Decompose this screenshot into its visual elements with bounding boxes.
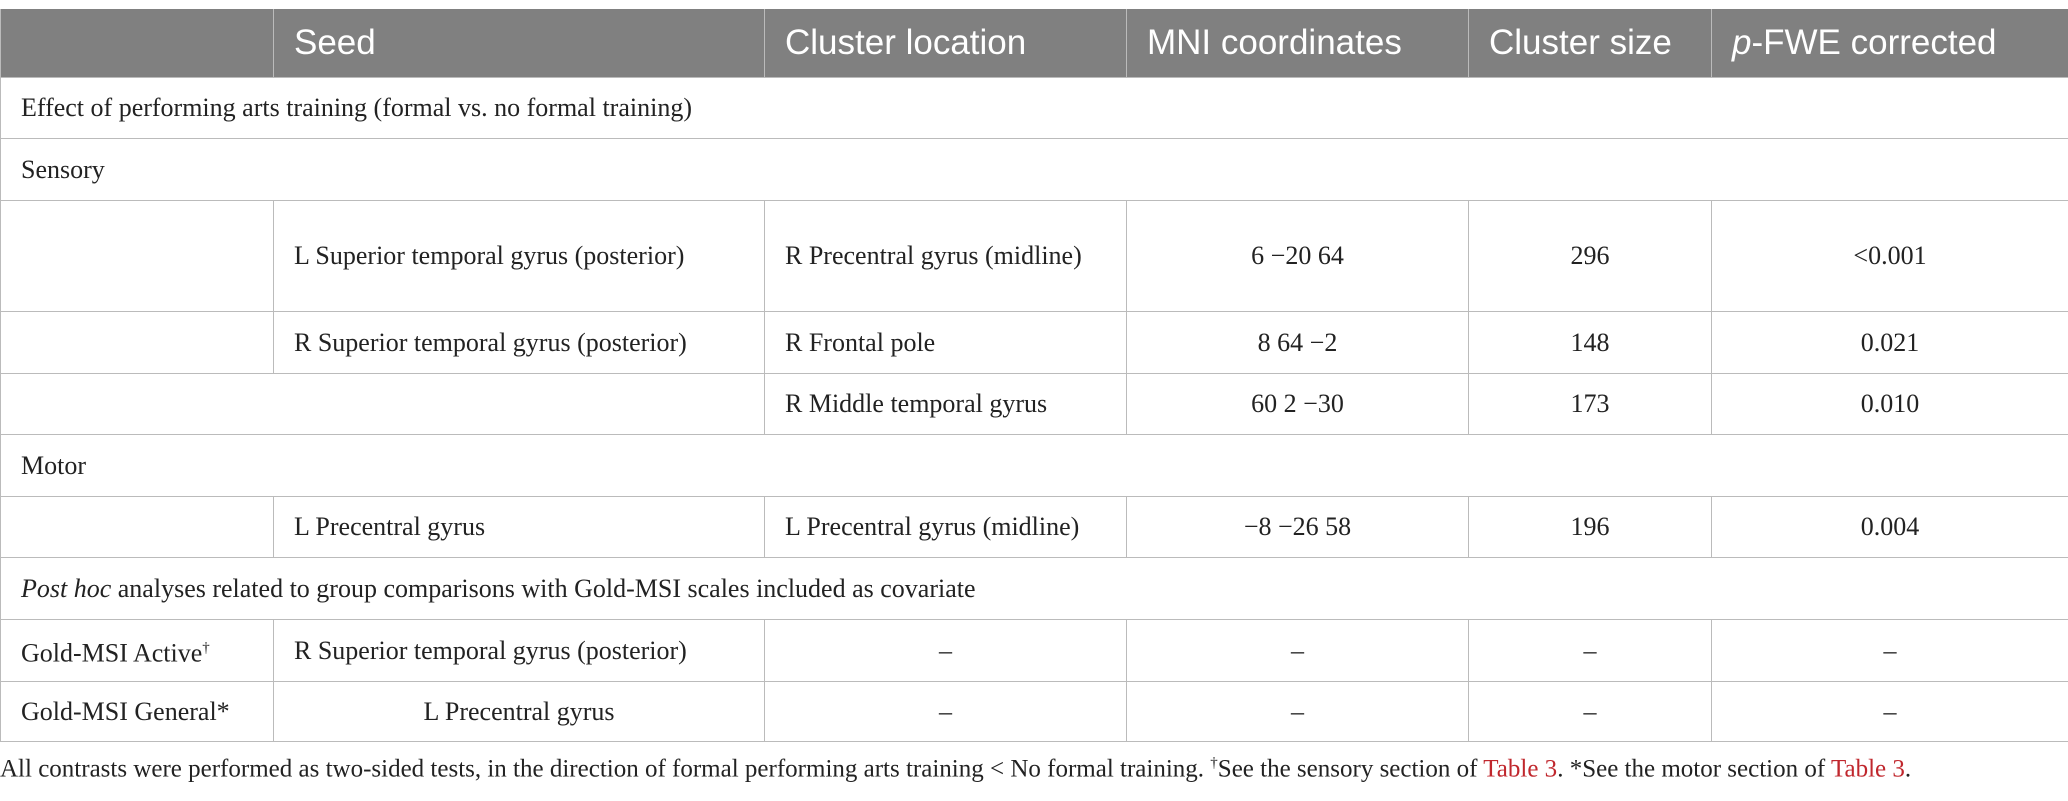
mni-cell: – bbox=[1126, 681, 1469, 742]
seed-cell: L Superior temporal gyrus (posterior) bbox=[273, 200, 765, 312]
label-cell: Gold-MSI General* bbox=[0, 681, 274, 742]
p-cell: 0.010 bbox=[1711, 373, 2068, 435]
blank-cell bbox=[0, 373, 765, 435]
section-cell: Motor bbox=[0, 434, 2068, 497]
table-body: Effect of performing arts training (form… bbox=[0, 77, 2068, 742]
seed-cell: L Precentral gyrus bbox=[273, 681, 765, 742]
blank-cell bbox=[0, 311, 274, 374]
section-text: Motor bbox=[21, 450, 86, 480]
table-row: L Superior temporal gyrus (posterior) R P… bbox=[0, 200, 2068, 312]
table-row: Effect of performing arts training (form… bbox=[0, 77, 2068, 139]
mni-cell: 6 −20 64 bbox=[1126, 200, 1469, 312]
table-row: L Precentral gyrus L Precentral gyrus (mi… bbox=[0, 496, 2068, 558]
table-wrap: Seed Cluster location MNI coordinates Clust… bbox=[0, 9, 2068, 742]
footnote-text: . bbox=[1904, 755, 1912, 783]
header-cell: Seed bbox=[273, 9, 765, 78]
table-row: Motor bbox=[0, 434, 2068, 497]
header-cell: Cluster location bbox=[764, 9, 1127, 78]
header-row: Seed Cluster location MNI coordinates Clust… bbox=[0, 9, 2068, 78]
table-row: Sensory bbox=[0, 138, 2068, 201]
label-text: Gold-MSI General* bbox=[21, 696, 230, 726]
header-cell bbox=[0, 9, 274, 78]
size-cell: 296 bbox=[1468, 200, 1712, 312]
label-mark: † bbox=[202, 639, 210, 656]
section-text: analyses related to group comparisons wi… bbox=[111, 573, 976, 603]
blank-cell bbox=[0, 496, 274, 558]
size-cell: – bbox=[1468, 681, 1712, 742]
size-cell: 173 bbox=[1468, 373, 1712, 435]
mni-cell: – bbox=[1126, 619, 1469, 682]
header-text: -FWE corrected bbox=[1751, 23, 1997, 62]
location-cell: – bbox=[764, 681, 1127, 742]
p-cell: 0.004 bbox=[1711, 496, 2068, 558]
location-cell: R Middle temporal gyrus bbox=[764, 373, 1127, 435]
location-cell: R Precentral gyrus (midline) bbox=[764, 200, 1127, 312]
section-text: Sensory bbox=[21, 154, 105, 184]
section-cell: Effect of performing arts training (form… bbox=[0, 77, 2068, 139]
size-cell: – bbox=[1468, 619, 1712, 682]
blank-cell bbox=[0, 200, 274, 312]
label-text: Gold-MSI Active bbox=[21, 638, 203, 668]
label-cell: Gold-MSI Active† bbox=[0, 619, 274, 682]
p-cell: – bbox=[1711, 619, 2068, 682]
size-cell: 196 bbox=[1468, 496, 1712, 558]
table-row: R Middle temporal gyrus 60 2 −30 173 0.010 bbox=[0, 373, 2068, 435]
header-cell: p-FWE corrected bbox=[1711, 9, 2068, 78]
table-row: R Superior temporal gyrus (posterior) R F… bbox=[0, 311, 2068, 374]
table-row: Post hoc analyses related to group compa… bbox=[0, 557, 2068, 620]
location-cell: R Frontal pole bbox=[764, 311, 1127, 374]
p-cell: – bbox=[1711, 681, 2068, 742]
footnote-mark: * bbox=[1569, 755, 1583, 783]
section-text: Effect of performing arts training (form… bbox=[21, 93, 692, 122]
table-link: Table 3 bbox=[1483, 755, 1558, 783]
seed-cell: R Superior temporal gyrus (posterior) bbox=[273, 311, 765, 374]
table-row: Gold-MSI Active† R Superior temporal gyru… bbox=[0, 619, 2068, 682]
footnote-text: See the sensory section of bbox=[1217, 755, 1484, 783]
section-cell: Sensory bbox=[0, 138, 2068, 201]
section-cell: Post hoc analyses related to group compa… bbox=[0, 557, 2068, 620]
p-cell: <0.001 bbox=[1711, 200, 2068, 312]
footnote: All contrasts were performed as two-side… bbox=[0, 755, 2068, 783]
footnote-text: See the motor section of bbox=[1582, 755, 1831, 783]
p-cell: 0.021 bbox=[1711, 311, 2068, 374]
mni-cell: 60 2 −30 bbox=[1126, 373, 1469, 435]
seed-cell: L Precentral gyrus bbox=[273, 496, 765, 558]
mni-cell: −8 −26 58 bbox=[1126, 496, 1469, 558]
size-cell: 148 bbox=[1468, 311, 1712, 374]
table-row: Gold-MSI General* L Precentral gyrus – – – – bbox=[0, 681, 2068, 742]
location-cell: L Precentral gyrus (midline) bbox=[764, 496, 1127, 558]
header-italic: p bbox=[1732, 23, 1752, 62]
results-table: Seed Cluster location MNI coordinates Clust… bbox=[0, 9, 2068, 742]
section-italic: Post hoc bbox=[21, 573, 112, 603]
table-link: Table 3 bbox=[1830, 755, 1905, 783]
mni-cell: 8 64 −2 bbox=[1126, 311, 1469, 374]
footnote-text: All contrasts were performed as two-side… bbox=[0, 755, 1211, 783]
seed-cell: R Superior temporal gyrus (posterior) bbox=[273, 619, 765, 682]
footnote-mark: † bbox=[1210, 755, 1218, 771]
header-cell: MNI coordinates bbox=[1126, 9, 1469, 78]
header-cell: Cluster size bbox=[1468, 9, 1712, 78]
footnote-text: . bbox=[1557, 755, 1570, 783]
location-cell: – bbox=[764, 619, 1127, 682]
